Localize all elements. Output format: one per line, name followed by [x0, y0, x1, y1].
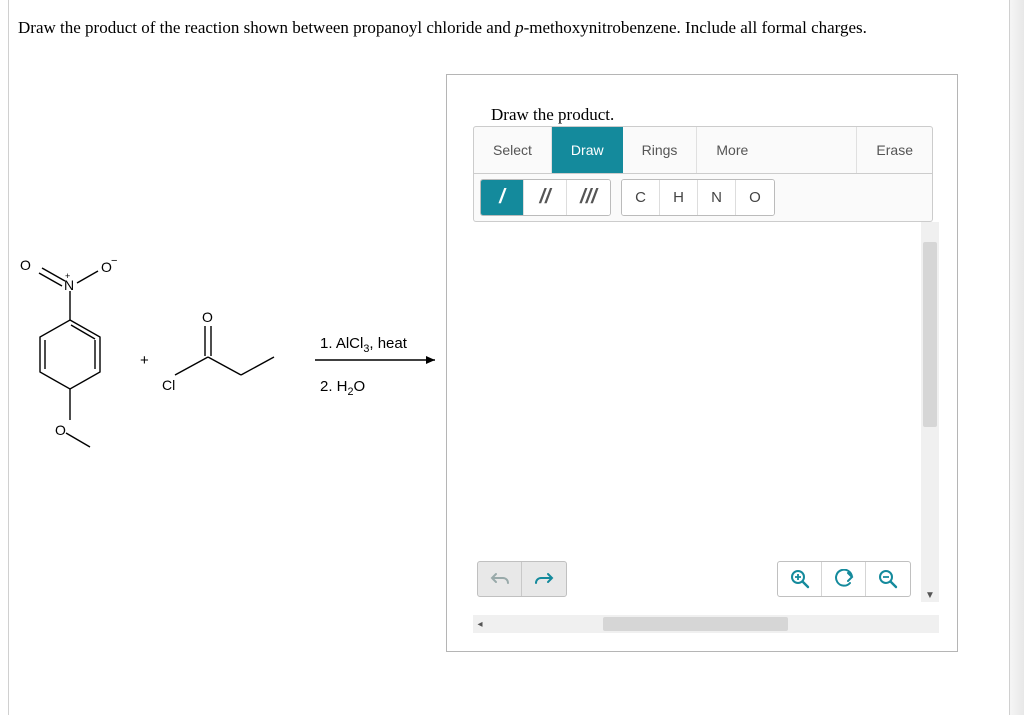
zoom-group	[777, 561, 911, 597]
o-minus: −	[111, 255, 117, 267]
scrollbar-corner	[921, 615, 939, 633]
drawing-canvas[interactable]	[473, 222, 918, 594]
methoxy-o: O	[55, 422, 66, 438]
zoom-out-button[interactable]	[866, 562, 910, 596]
single-bond-button[interactable]: /	[481, 180, 524, 215]
editor-title: Draw the product.	[491, 105, 614, 125]
atom-c-button[interactable]: C	[622, 180, 660, 215]
vertical-scrollbar[interactable]: ▼	[921, 222, 939, 602]
question-prefix: Draw the product of the reaction shown b…	[18, 18, 515, 37]
undo-button[interactable]	[478, 562, 522, 596]
horizontal-scrollbar[interactable]: ◂ ▸	[473, 615, 938, 633]
scroll-left-icon[interactable]: ◂	[473, 615, 487, 633]
cl-label: Cl	[162, 377, 175, 393]
o1-label: O	[20, 257, 31, 273]
n-plus: +	[65, 271, 70, 281]
atom-h-button[interactable]: H	[660, 180, 698, 215]
zoom-in-icon	[790, 569, 810, 589]
page-right-shadow	[1010, 0, 1024, 715]
question-suffix: -methoxynitrobenzene. Include all formal…	[524, 18, 867, 37]
double-bond-button[interactable]: //	[524, 180, 567, 215]
question-text: Draw the product of the reaction shown b…	[18, 18, 994, 38]
scroll-down-icon[interactable]: ▼	[921, 588, 939, 602]
zoom-reset-button[interactable]	[822, 562, 866, 596]
draw-tab[interactable]: Draw	[552, 127, 623, 173]
reaction-plus: +	[140, 352, 149, 369]
draw-toolbar: / // /// C H N O	[473, 174, 933, 222]
more-tab[interactable]: More	[697, 127, 767, 173]
triple-bond-button[interactable]: ///	[567, 180, 610, 215]
carbonyl-o: O	[202, 309, 213, 325]
undo-icon	[490, 571, 510, 587]
reaction-scheme: N O O + − O + Cl O 1. AlCl3, heat 2. H2O	[15, 250, 445, 490]
zoom-reset-icon	[834, 569, 854, 589]
structure-editor: Draw the product. Select Draw Rings More…	[446, 74, 958, 652]
redo-icon	[534, 571, 554, 587]
erase-tab[interactable]: Erase	[856, 127, 932, 173]
rings-tab[interactable]: Rings	[623, 127, 698, 173]
undo-redo-group	[477, 561, 567, 597]
atom-button-group: C H N O	[621, 179, 775, 216]
atom-n-button[interactable]: N	[698, 180, 736, 215]
redo-button[interactable]	[522, 562, 566, 596]
horizontal-scrollbar-thumb[interactable]	[603, 617, 788, 631]
question-italic: p	[515, 18, 524, 37]
mode-toolbar: Select Draw Rings More Erase	[473, 126, 933, 174]
bond-button-group: / // ///	[480, 179, 611, 216]
reagent-step1: 1. AlCl3, heat	[320, 335, 407, 355]
select-tab[interactable]: Select	[474, 127, 552, 173]
atom-o-button[interactable]: O	[736, 180, 774, 215]
zoom-in-button[interactable]	[778, 562, 822, 596]
reagent-step2: 2. H2O	[320, 378, 365, 398]
vertical-scrollbar-thumb[interactable]	[923, 242, 937, 427]
zoom-out-icon	[878, 569, 898, 589]
